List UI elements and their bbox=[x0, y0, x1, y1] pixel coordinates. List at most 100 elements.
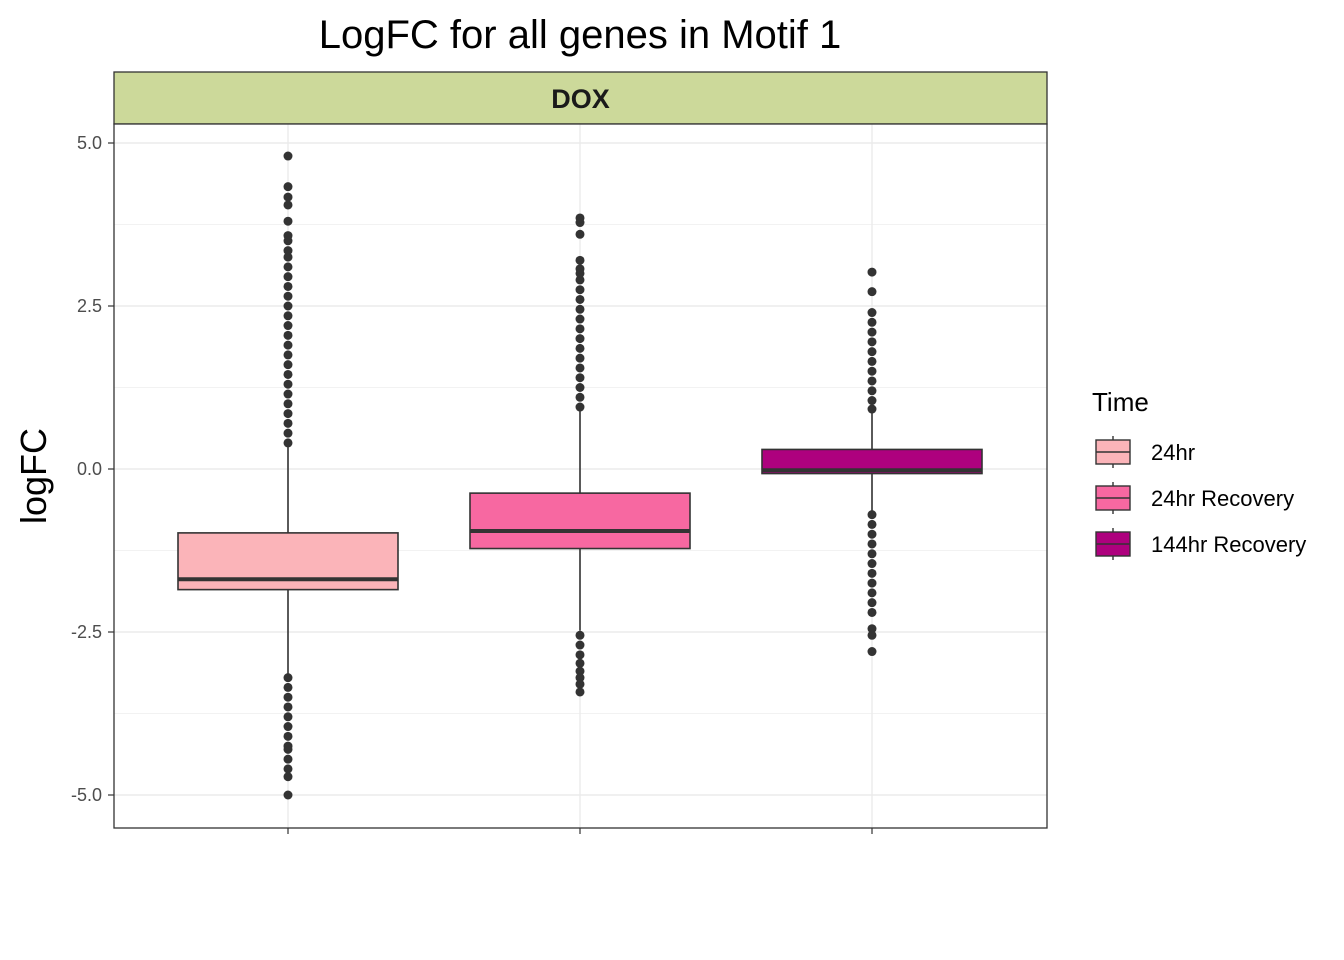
box-144hr-recovery bbox=[761, 267, 983, 657]
outlier-point bbox=[283, 409, 293, 419]
legend-item: 24hr Recovery bbox=[1095, 482, 1294, 514]
y-tick-label: -5.0 bbox=[71, 785, 102, 805]
facet-strip bbox=[113, 71, 1048, 125]
outlier-point bbox=[867, 598, 877, 608]
outlier-point bbox=[283, 311, 293, 321]
facet-strip-label: DOX bbox=[551, 84, 610, 114]
outlier-point bbox=[283, 379, 293, 389]
outlier-point bbox=[283, 360, 293, 370]
outlier-point bbox=[867, 630, 877, 640]
outlier-point bbox=[575, 255, 585, 265]
outlier-point bbox=[575, 666, 585, 676]
outlier-point bbox=[575, 402, 585, 412]
outlier-point bbox=[283, 369, 293, 379]
outlier-point bbox=[575, 353, 585, 363]
outlier-point bbox=[283, 712, 293, 722]
legend-label: 144hr Recovery bbox=[1151, 532, 1306, 557]
outlier-point bbox=[283, 281, 293, 291]
outlier-point bbox=[867, 386, 877, 396]
outlier-point bbox=[867, 624, 877, 634]
outlier-point bbox=[283, 216, 293, 226]
outlier-point bbox=[867, 267, 877, 277]
outlier-point bbox=[283, 418, 293, 428]
outlier-point bbox=[283, 731, 293, 741]
outlier-point bbox=[283, 399, 293, 409]
outlier-point bbox=[283, 702, 293, 712]
outlier-point bbox=[867, 559, 877, 569]
outlier-point bbox=[575, 275, 585, 285]
boxes-layer bbox=[177, 151, 983, 800]
legend: 24hr 24hr Recovery 144hr Recovery bbox=[1095, 436, 1306, 560]
outlier-point bbox=[867, 578, 877, 588]
outlier-point bbox=[575, 687, 585, 697]
outlier-point bbox=[867, 317, 877, 327]
outlier-point bbox=[575, 392, 585, 402]
chart-title: LogFC for all genes in Motif 1 bbox=[319, 13, 841, 57]
outlier-point bbox=[283, 340, 293, 350]
outlier-point bbox=[283, 231, 293, 241]
y-tick-label: 2.5 bbox=[77, 296, 102, 316]
outlier-point bbox=[283, 151, 293, 161]
outlier-point bbox=[575, 630, 585, 640]
outlier-point bbox=[283, 291, 293, 301]
outlier-point bbox=[283, 692, 293, 702]
outlier-point bbox=[283, 673, 293, 683]
outlier-point bbox=[283, 246, 293, 256]
outlier-point bbox=[575, 229, 585, 239]
outlier-point bbox=[283, 682, 293, 692]
outlier-point bbox=[867, 327, 877, 337]
outlier-point bbox=[575, 673, 585, 683]
outlier-point bbox=[867, 647, 877, 657]
outlier-point bbox=[283, 272, 293, 282]
outlier-point bbox=[575, 658, 585, 668]
outlier-point bbox=[867, 347, 877, 357]
box-24hr-recovery bbox=[469, 213, 691, 697]
outlier-point bbox=[867, 549, 877, 559]
outlier-point bbox=[283, 321, 293, 331]
y-tick-label: -2.5 bbox=[71, 622, 102, 642]
outlier-point bbox=[283, 330, 293, 340]
outlier-point bbox=[575, 334, 585, 344]
outlier-point bbox=[575, 383, 585, 392]
outlier-point bbox=[575, 640, 585, 650]
legend-label: 24hr bbox=[1151, 440, 1195, 465]
outlier-point bbox=[575, 294, 585, 304]
box-body bbox=[469, 492, 691, 550]
outlier-point bbox=[283, 790, 293, 800]
outlier-point bbox=[867, 287, 877, 297]
outlier-point bbox=[867, 539, 877, 549]
outlier-point bbox=[283, 722, 293, 732]
outlier-point bbox=[283, 428, 293, 438]
outlier-point bbox=[283, 182, 293, 192]
outlier-point bbox=[867, 396, 877, 406]
outlier-point bbox=[867, 376, 877, 386]
outlier-point bbox=[575, 324, 585, 334]
y-axis-label: logFC bbox=[13, 428, 54, 524]
outlier-point bbox=[575, 679, 585, 689]
legend-item: 144hr Recovery bbox=[1095, 528, 1306, 560]
legend-item: 24hr bbox=[1095, 436, 1195, 468]
outlier-point bbox=[575, 314, 585, 324]
legend-title: Time bbox=[1092, 387, 1149, 417]
axes-layer: 5.0 2.5 0.0 -2.5 -5.0 bbox=[71, 133, 873, 834]
outlier-point bbox=[283, 764, 293, 774]
box-24hr bbox=[177, 151, 399, 800]
outlier-point bbox=[867, 529, 877, 539]
y-tick-label: 0.0 bbox=[77, 459, 102, 479]
outlier-point bbox=[575, 213, 585, 223]
outlier-point bbox=[283, 350, 293, 360]
outlier-point bbox=[867, 510, 877, 520]
outlier-point bbox=[283, 754, 293, 764]
outlier-point bbox=[867, 308, 877, 318]
outlier-point bbox=[575, 650, 585, 660]
outlier-point bbox=[867, 588, 877, 598]
outlier-point bbox=[575, 304, 585, 314]
outlier-point bbox=[867, 607, 877, 617]
outlier-point bbox=[575, 343, 585, 353]
outlier-point bbox=[575, 264, 585, 274]
outlier-point bbox=[283, 301, 293, 311]
outlier-point bbox=[283, 744, 293, 754]
outlier-point bbox=[575, 285, 585, 295]
outlier-point bbox=[283, 262, 293, 272]
